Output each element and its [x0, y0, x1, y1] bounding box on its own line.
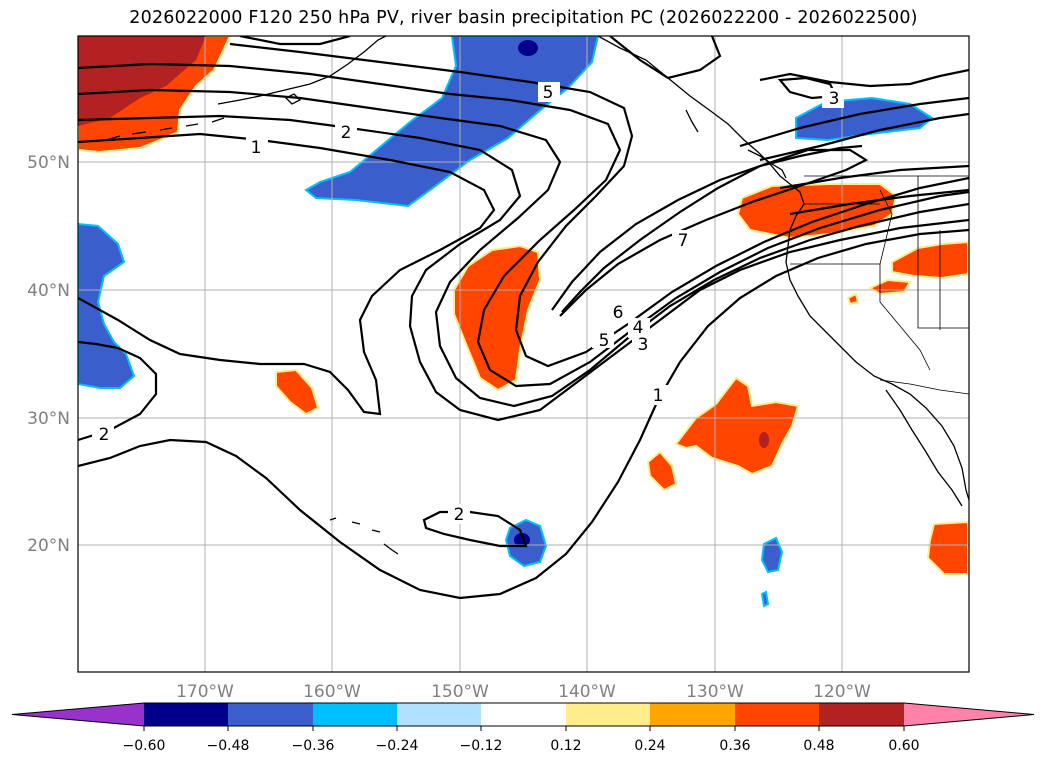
pv-contour-3-north [759, 68, 969, 88]
colorbar-segment [228, 703, 313, 726]
coastline-alaska-panhandle [597, 36, 805, 205]
pos-core-bering [78, 36, 206, 126]
colorbar-segment [313, 703, 397, 726]
lat-label: 30°N [27, 409, 70, 429]
pv-contour-north-top [609, 36, 722, 80]
pv-contour-4-outer [78, 62, 969, 388]
contour-label: 5 [543, 83, 554, 103]
contour-label: 5 [599, 331, 610, 351]
contour-label: 1 [653, 386, 664, 406]
colorbar-extend-max [904, 703, 1034, 726]
neg-area-west-pacific [78, 222, 136, 389]
colorbar-tick-label: 0.12 [550, 738, 581, 754]
contour-label: 2 [454, 505, 465, 525]
colorbar-tick-label: 0.60 [888, 738, 919, 754]
pos-area-west-pacific [275, 368, 320, 416]
contour-label: 3 [829, 89, 840, 109]
pv-contour-east-low-1 [779, 164, 969, 190]
pv-contour-3-outer [78, 88, 969, 408]
colorbar-segment [650, 703, 735, 726]
pv-contour-2-west [78, 340, 158, 442]
colorbar-segment [144, 703, 228, 726]
lat-label: 40°N [27, 281, 70, 301]
pv-contour-2-north [78, 114, 969, 422]
kodiak [284, 93, 302, 105]
colorbar-segment [819, 703, 904, 726]
colorbar-tick-label: 0.48 [803, 738, 834, 754]
colorbar-tick-labels: −0.60 −0.48 −0.36 −0.24 −0.12 0.12 0.24 … [123, 738, 920, 754]
colorbar-tick-label: 0.24 [634, 738, 665, 754]
border-us-mexico [879, 379, 969, 395]
coastline-alaska [217, 36, 387, 105]
hawaii-islands [329, 517, 399, 555]
lon-label: 120°W [813, 682, 871, 702]
pos-area-tiny [846, 292, 860, 306]
colorbar-tick-label: −0.12 [460, 738, 503, 754]
longitude-labels: 170°W 160°W 150°W 140°W 130°W 120°W [176, 682, 871, 702]
pv-contour-1-north [78, 132, 496, 416]
pv-contour-north-top2 [239, 36, 351, 46]
lat-label: 20°N [27, 536, 70, 556]
pv-contour-north-jet-2 [759, 112, 969, 162]
colorbar-tick-label: 0.36 [719, 738, 750, 754]
neg-area-small [760, 536, 784, 574]
aleutian-islands [105, 117, 225, 141]
pos-area-idaho [891, 240, 969, 280]
pv-contour-6 [559, 148, 869, 317]
pos-core-east-pacific [759, 432, 769, 448]
contour-label: 1 [251, 138, 262, 158]
colorbar-tick-label: −0.48 [207, 738, 250, 754]
lon-label: 140°W [558, 682, 616, 702]
negative-precip-areas [78, 36, 934, 608]
contour-label: 2 [341, 123, 352, 143]
colorbar-segment [566, 703, 650, 726]
pos-area-central-pacific [453, 244, 542, 392]
colorbar [11, 702, 1035, 731]
pos-area-baja [926, 520, 969, 575]
colorbar-segment [397, 703, 481, 726]
colorbar-tick-label: −0.24 [376, 738, 419, 754]
pv-contour-1-east [657, 228, 969, 401]
neg-core-gulf-alaska [518, 40, 538, 56]
pos-area-east-pacific [674, 376, 800, 476]
lon-label: 150°W [431, 682, 489, 702]
lat-label: 50°N [27, 153, 70, 173]
contour-label: 6 [613, 303, 624, 323]
lon-label: 170°W [176, 682, 234, 702]
map-frame [77, 35, 970, 673]
map-area: 1 2 3 4 5 6 7 3 1 5 2 2 [78, 36, 969, 672]
pv-contour-east-low-2 [789, 188, 969, 216]
border-ca-nv [879, 264, 931, 371]
contour-labels: 1 2 3 4 5 6 7 3 1 5 2 2 [92, 82, 844, 525]
haida-gwaii [685, 109, 699, 133]
pv-contour-north-jet-1 [739, 96, 969, 148]
coastline-baja [885, 389, 963, 507]
contour-label: 2 [99, 425, 110, 445]
neg-area-tiny [760, 590, 770, 608]
colorbar-tick-label: −0.60 [123, 738, 166, 754]
lon-label: 130°W [686, 682, 744, 702]
contour-label: 4 [633, 318, 644, 338]
colorbar-extend-min [12, 703, 144, 726]
contour-label: 3 [638, 335, 649, 355]
colorbar-segment [481, 703, 566, 726]
contour-label: 7 [678, 231, 689, 251]
latitude-labels: 50°N 40°N 30°N 20°N [27, 153, 70, 556]
map-title: 2026022000 F120 250 hPa PV, river basin … [129, 8, 918, 28]
pos-area-small-east [646, 450, 678, 492]
pv-contour-5-outer [229, 42, 969, 368]
pv-contours [78, 36, 969, 600]
colorbar-segment [735, 703, 819, 726]
colorbar-tick-label: −0.36 [292, 738, 335, 754]
lon-label: 160°W [303, 682, 361, 702]
pv-contour-7 [551, 144, 863, 311]
pv-contour-1-south [78, 399, 660, 600]
